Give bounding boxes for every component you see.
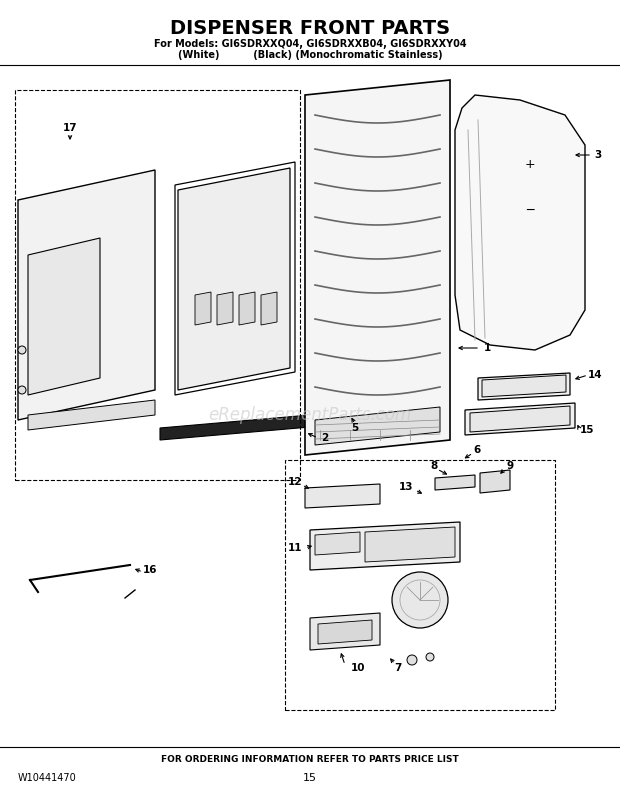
Text: ─: ─ xyxy=(526,204,534,217)
Text: 7: 7 xyxy=(394,663,402,673)
Text: +: + xyxy=(525,159,535,172)
Text: 6: 6 xyxy=(474,445,480,455)
Polygon shape xyxy=(480,470,510,493)
Polygon shape xyxy=(478,373,570,400)
Polygon shape xyxy=(310,613,380,650)
Polygon shape xyxy=(435,475,475,490)
Polygon shape xyxy=(482,375,566,397)
Text: 13: 13 xyxy=(399,482,414,492)
Text: DISPENSER FRONT PARTS: DISPENSER FRONT PARTS xyxy=(170,18,450,38)
Text: 1: 1 xyxy=(484,343,490,353)
Polygon shape xyxy=(360,376,373,405)
Text: 8: 8 xyxy=(430,461,438,471)
Text: 12: 12 xyxy=(288,477,303,487)
Text: 15: 15 xyxy=(580,425,594,435)
Text: 14: 14 xyxy=(588,370,602,380)
Text: 16: 16 xyxy=(143,565,157,575)
Text: 10: 10 xyxy=(351,663,365,673)
Polygon shape xyxy=(455,95,585,350)
Text: (White)          (Black) (Monochromatic Stainless): (White) (Black) (Monochromatic Stainless… xyxy=(178,50,442,60)
Polygon shape xyxy=(28,238,100,395)
Bar xyxy=(15,90,300,480)
Text: 11: 11 xyxy=(288,543,303,553)
Text: 17: 17 xyxy=(63,123,78,133)
Circle shape xyxy=(18,386,26,394)
Polygon shape xyxy=(365,527,455,562)
Polygon shape xyxy=(160,415,310,440)
Polygon shape xyxy=(217,292,233,325)
Circle shape xyxy=(426,653,434,661)
Text: 5: 5 xyxy=(352,423,358,433)
Text: 3: 3 xyxy=(595,150,601,160)
Circle shape xyxy=(407,655,417,665)
Polygon shape xyxy=(239,292,255,325)
Polygon shape xyxy=(261,292,277,325)
Text: W10441470: W10441470 xyxy=(18,773,77,783)
Text: 9: 9 xyxy=(507,461,513,471)
Text: 2: 2 xyxy=(321,433,329,443)
Text: For Models: GI6SDRXXQ04, GI6SDRXXB04, GI6SDRXXY04: For Models: GI6SDRXXQ04, GI6SDRXXB04, GI… xyxy=(154,39,466,49)
Circle shape xyxy=(18,346,26,354)
Polygon shape xyxy=(315,407,440,445)
Polygon shape xyxy=(305,484,380,508)
Polygon shape xyxy=(305,80,450,455)
Polygon shape xyxy=(470,406,570,432)
Polygon shape xyxy=(310,522,460,570)
Text: eReplacementParts.com: eReplacementParts.com xyxy=(208,406,412,424)
Text: 15: 15 xyxy=(303,773,317,783)
Polygon shape xyxy=(315,532,360,555)
Polygon shape xyxy=(465,403,575,435)
Polygon shape xyxy=(318,620,372,644)
Bar xyxy=(285,460,555,710)
Circle shape xyxy=(392,572,448,628)
Polygon shape xyxy=(178,168,290,390)
Polygon shape xyxy=(28,400,155,430)
Text: FOR ORDERING INFORMATION REFER TO PARTS PRICE LIST: FOR ORDERING INFORMATION REFER TO PARTS … xyxy=(161,755,459,764)
Polygon shape xyxy=(195,292,211,325)
Polygon shape xyxy=(18,170,155,420)
Polygon shape xyxy=(340,378,355,410)
